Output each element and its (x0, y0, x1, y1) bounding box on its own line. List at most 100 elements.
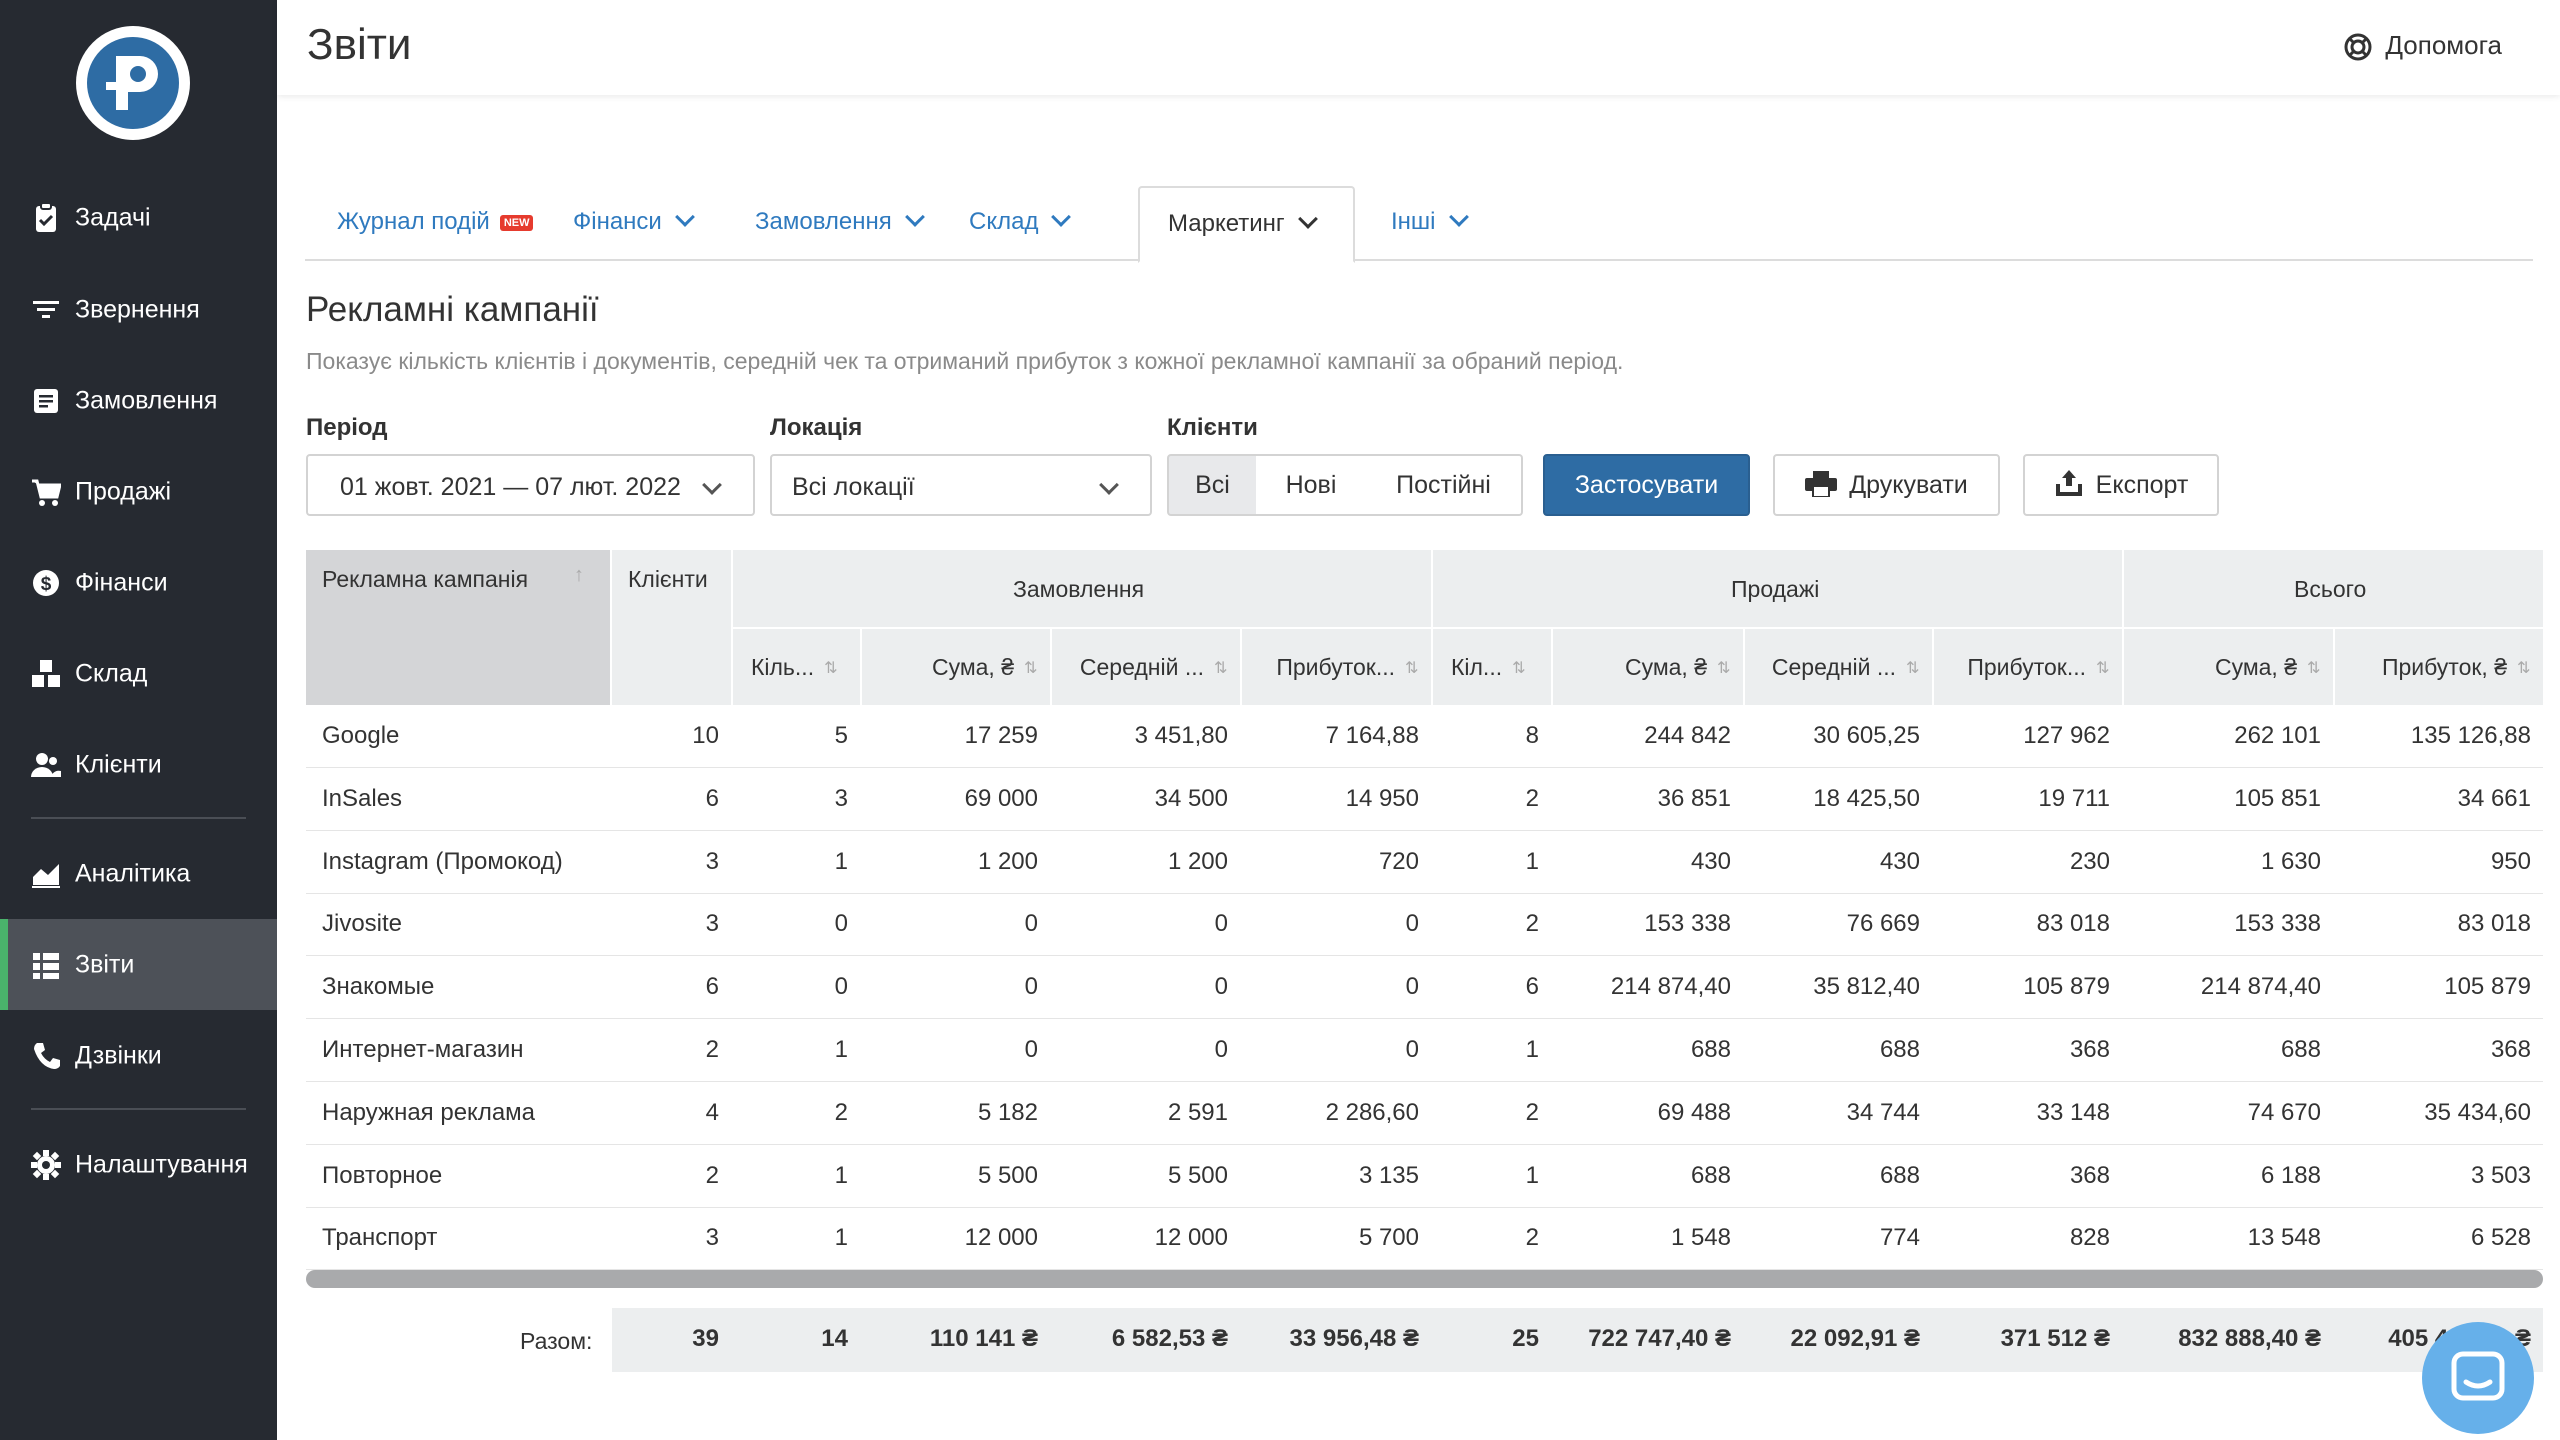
table-cell: 1 (834, 847, 848, 875)
total-cell: 371 512 ₴ (2000, 1325, 2110, 1352)
print-button[interactable]: Друкувати (1773, 454, 2000, 516)
sidebar-item-11[interactable]: Налаштування (0, 1119, 277, 1210)
horizontal-scrollbar[interactable] (306, 1270, 2543, 1288)
table-cell: 0 (1214, 973, 1228, 1001)
table-cell: 6 (705, 973, 719, 1001)
subheader-col-5[interactable]: Кіл... ⇅ (1433, 629, 1551, 705)
total-cell: 832 888,40 ₴ (2178, 1325, 2321, 1352)
sidebar-item-6[interactable]: Склад (0, 628, 277, 719)
users-icon (31, 752, 61, 777)
table-cell: 2 (705, 1036, 719, 1063)
export-tray-icon (2055, 470, 2082, 497)
sidebar-item-label: Налаштування (75, 1150, 248, 1178)
tab-finance[interactable]: Фінанси (550, 186, 720, 259)
totals-label: Разом: (520, 1328, 593, 1354)
sidebar-item-2[interactable]: Звернення (0, 264, 277, 355)
period-picker[interactable]: 01 жовт. 2021 — 07 лют. 2022 (306, 454, 755, 516)
total-cell: 22 092,91 ₴ (1790, 1325, 1920, 1352)
app-logo[interactable] (76, 26, 190, 140)
apply-button[interactable]: Застосувати (1543, 454, 1750, 516)
clients-all-toggle[interactable]: Всі (1167, 454, 1258, 516)
sidebar-item-4[interactable]: Продажі (0, 446, 277, 537)
sidebar-item-3[interactable]: Замовлення (0, 355, 277, 446)
chevron-down-icon (1297, 209, 1318, 229)
table-row[interactable]: Jivosite 3 0 0 0 0 2 153 338 76 669 83 018 153 338… (306, 893, 2543, 957)
phone-icon (34, 1042, 60, 1069)
table-cell: 2 (1525, 784, 1539, 812)
header-campaign[interactable]: Рекламна кампанія ↑ (306, 550, 610, 705)
subheader-col-2[interactable]: Сума, ₴ ⇅ (862, 629, 1050, 705)
tab-warehouse[interactable]: Склад (945, 186, 1085, 259)
sidebar-item-label: Склад (75, 659, 148, 687)
table-cell: 105 879 (2444, 973, 2531, 1001)
tab-marketing[interactable]: Маркетинг (1138, 186, 1355, 263)
table-row[interactable]: Интернет-магазин 2 1 0 0 0 1 688 688 368 688 368 (306, 1019, 2543, 1082)
table-row[interactable]: Наружная реклама 4 2 5 182 2 591 2 286,60 2 69 … (306, 1082, 2543, 1145)
campaign-name: InSales (322, 784, 403, 812)
campaign-name: Интернет-магазин (322, 1036, 524, 1063)
subheader-col-6[interactable]: Сума, ₴ ⇅ (1553, 629, 1743, 705)
sort-icon: ⇅ (2307, 659, 2321, 677)
subheader-col-10[interactable]: Прибуток, ₴ ⇅ (2335, 629, 2543, 705)
location-select[interactable]: Всі локації (770, 454, 1152, 516)
sidebar-item-label: Клієнти (75, 750, 162, 778)
table-cell: 0 (1405, 910, 1419, 938)
export-button[interactable]: Експорт (2023, 454, 2219, 516)
table-cell: 153 338 (1644, 910, 1731, 938)
tab-event-log[interactable]: Журнал подій NEW (305, 186, 540, 259)
report-list-icon (33, 952, 59, 979)
campaign-name: Google (322, 722, 400, 749)
table-cell: 76 669 (1846, 910, 1920, 938)
sidebar-item-7[interactable]: Клієнти (0, 719, 277, 810)
chat-widget-button[interactable] (2422, 1322, 2534, 1434)
sort-icon: ⇅ (1512, 659, 1526, 677)
chevron-down-icon (702, 475, 722, 495)
sidebar-item-5[interactable]: $ Фінанси (0, 537, 277, 628)
sidebar-item-label: Фінанси (75, 568, 168, 596)
table-cell: 1 (1525, 1161, 1539, 1189)
table-row[interactable]: InSales 6 3 69 000 34 500 14 950 2 36 851 18 425… (306, 768, 2543, 831)
sidebar-item-8[interactable]: Аналітика (0, 828, 277, 919)
table-cell: 34 661 (2457, 784, 2531, 812)
tab-other[interactable]: Інші (1365, 186, 1475, 259)
header-clients[interactable]: Клієнти (612, 550, 731, 705)
dollar-circle-icon: $ (33, 569, 59, 596)
cart-icon (32, 479, 61, 506)
subheader-col-7[interactable]: Середній ... ⇅ (1745, 629, 1932, 705)
campaign-name: Наружная реклама (322, 1098, 536, 1126)
sort-icon: ⇅ (2096, 659, 2110, 677)
table-cell: 6 188 (2260, 1161, 2321, 1189)
tab-orders[interactable]: Замовлення (735, 186, 935, 259)
table-row[interactable]: Знакомые 6 0 0 0 0 6 214 874,40 35 812,40 105 879… (306, 956, 2543, 1020)
subheader-col-4[interactable]: Прибуток... ⇅ (1242, 629, 1431, 705)
clients-new-toggle[interactable]: Нові (1256, 454, 1368, 516)
sidebar-item-10[interactable]: Дзвінки (0, 1010, 277, 1101)
help-link[interactable]: Допомога (2343, 30, 2502, 62)
table-cell: 34 500 (1154, 784, 1228, 812)
clients-regular-toggle[interactable]: Постійні (1366, 454, 1523, 516)
table-cell: 1 200 (1167, 847, 1228, 875)
sidebar-item-label: Звіти (75, 950, 135, 978)
table-row[interactable]: Транспорт 3 1 12 000 12 000 5 700 2 1 548 774 828… (306, 1207, 2543, 1271)
sidebar-item-label: Аналітика (75, 859, 191, 887)
subheader-col-1[interactable]: Кіль... ⇅ (733, 629, 860, 705)
section-description: Показує кількість клієнтів і документів,… (306, 348, 1624, 374)
sidebar-item-label: Продажі (75, 477, 171, 505)
table-row[interactable]: Google 10 5 17 259 3 451,80 7 164,88 8 244 842 3… (306, 705, 2543, 768)
total-cell: 722 747,40 ₴ (1588, 1325, 1731, 1352)
sidebar-divider (31, 817, 246, 819)
table-cell: 105 879 (2023, 973, 2110, 1001)
sidebar-item-9[interactable]: Звіти (0, 919, 277, 1010)
table-cell: 1 (1525, 1036, 1539, 1063)
table-row[interactable]: Instagram (Промокод) 3 1 1 200 1 200 720 1 430 4… (306, 831, 2543, 894)
total-cell: 14 (821, 1325, 848, 1352)
sidebar-item-1[interactable]: Задачі (0, 172, 277, 263)
campaign-name: Знакомые (322, 973, 435, 1001)
subheader-col-3[interactable]: Середній ... ⇅ (1052, 629, 1240, 705)
subheader-col-8[interactable]: Прибуток... ⇅ (1934, 629, 2122, 705)
sort-icon: ⇅ (1405, 659, 1419, 677)
table-row[interactable]: Повторное 2 1 5 500 5 500 3 135 1 688 688 368 6 18… (306, 1145, 2543, 1208)
subheader-col-9[interactable]: Сума, ₴ ⇅ (2124, 629, 2333, 705)
sort-icon: ⇅ (2517, 659, 2531, 677)
table-cell: 688 (1690, 1036, 1731, 1063)
